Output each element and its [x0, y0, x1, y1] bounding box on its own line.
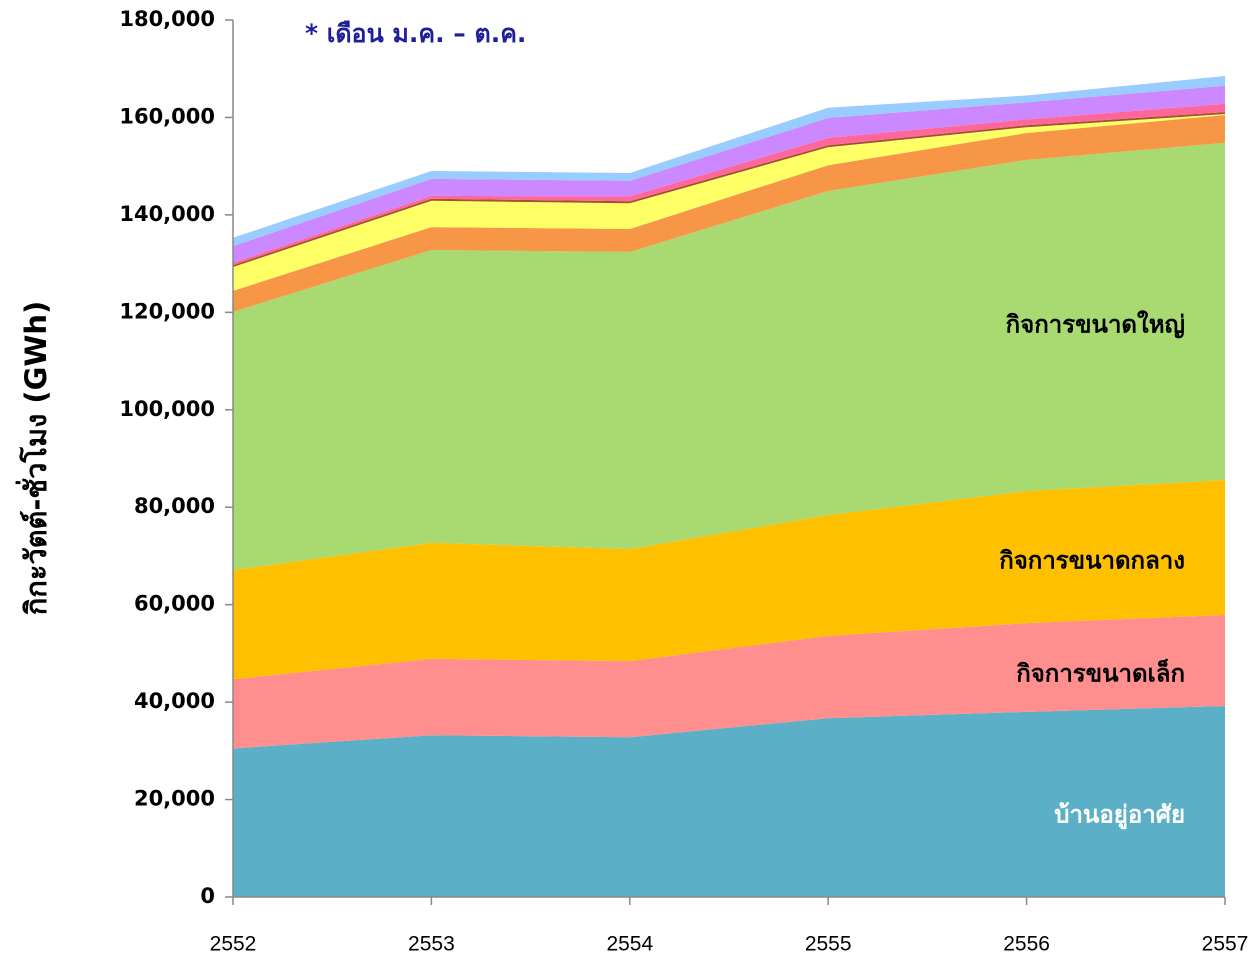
areas: [233, 76, 1225, 897]
area: [233, 142, 1225, 571]
y-tick-label: 100,000: [119, 397, 215, 421]
y-tick-label: 120,000: [119, 299, 215, 323]
area-label: กิจการขนาดเล็ก: [1016, 658, 1185, 687]
x-tick-label: 2556: [1003, 933, 1050, 956]
area: [233, 76, 1225, 247]
y-tick-label: 20,000: [134, 787, 215, 811]
x-tick-label: 2552: [210, 933, 257, 956]
y-tick-label: 0: [200, 884, 215, 908]
area: [233, 614, 1225, 749]
y-tick-label: 60,000: [134, 592, 215, 616]
area: [233, 706, 1225, 897]
area-label: บ้านอยู่อาศัย: [1054, 801, 1185, 830]
area: [233, 115, 1225, 312]
y-tick-label: 140,000: [119, 202, 215, 226]
area-label: กิจการขนาดใหญ่: [1006, 309, 1185, 338]
area: [233, 85, 1225, 263]
x-tick-label: 2557: [1202, 933, 1249, 956]
y-tick-label: 40,000: [134, 689, 215, 713]
area: [233, 114, 1225, 291]
y-tick-label: 160,000: [119, 104, 215, 128]
y-tick-label: 80,000: [134, 494, 215, 518]
x-tick-label: 2553: [408, 933, 455, 956]
annotation: * เดือน ม.ค. – ต.ค.: [305, 19, 526, 48]
x-tick-label: 2554: [606, 933, 653, 956]
area-label: กิจการขนาดกลาง: [999, 546, 1185, 574]
x-tick-label: 2555: [805, 933, 852, 956]
area: [233, 479, 1225, 680]
y-axis-title: กิกะวัตต์-ชั่วโมง (GWh): [15, 301, 53, 616]
y-tick-label: 180,000: [119, 7, 215, 31]
